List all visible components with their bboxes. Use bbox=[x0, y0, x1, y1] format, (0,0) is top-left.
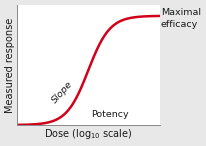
Text: Maximal
efficacy: Maximal efficacy bbox=[161, 8, 201, 29]
X-axis label: Dose (log$_{10}$ scale): Dose (log$_{10}$ scale) bbox=[44, 127, 132, 141]
Text: Slope: Slope bbox=[50, 79, 74, 105]
Text: Potency: Potency bbox=[91, 110, 129, 119]
Y-axis label: Measured response: Measured response bbox=[5, 17, 15, 113]
